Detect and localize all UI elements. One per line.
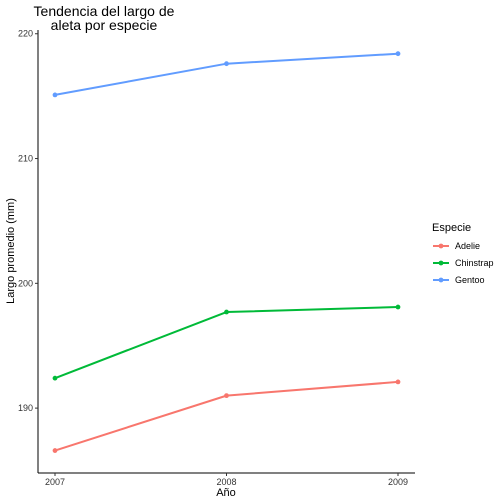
data-point-adelie (224, 393, 229, 399)
data-point-adelie (395, 379, 401, 385)
legend-key-point (438, 260, 444, 266)
data-point-gentoo (224, 61, 229, 67)
x-tick-label: 2008 (216, 477, 236, 487)
series-line-gentoo (54, 52, 399, 96)
data-point-chinstrap (224, 309, 229, 315)
y-tick-label: 220 (18, 29, 33, 39)
plot-area (52, 51, 401, 453)
chart-title-line-2: aleta por especie (51, 17, 158, 33)
data-point-gentoo (395, 51, 401, 57)
x-axis-title: Año (216, 487, 236, 499)
y-axis-title: Largo promedio (mm) (5, 198, 17, 304)
x-tick-label: 2007 (45, 477, 65, 487)
legend: Especie Adelie Chinstrap Gentoo (432, 222, 494, 285)
data-point-chinstrap (395, 304, 401, 310)
x-axis-ticks: 2007 2008 2009 (45, 473, 408, 487)
y-axis-ticks: 190 200 210 220 (18, 29, 38, 413)
legend-label: Chinstrap (455, 258, 494, 268)
x-tick-label: 2009 (388, 477, 408, 487)
data-point-adelie (52, 448, 58, 453)
legend-label: Adelie (455, 241, 480, 251)
series-line-adelie (54, 380, 399, 452)
data-point-chinstrap (52, 375, 58, 381)
y-tick-label: 210 (18, 154, 33, 164)
legend-key-point (438, 243, 444, 249)
data-point-gentoo (52, 92, 58, 98)
y-tick-label: 190 (18, 403, 33, 413)
legend-label: Gentoo (455, 275, 485, 285)
chart-title-line-1: Tendencia del largo de (34, 3, 175, 19)
legend-key-point (438, 277, 444, 283)
y-tick-label: 200 (18, 278, 33, 288)
legend-title: Especie (432, 222, 471, 234)
series-line-chinstrap (54, 306, 399, 380)
